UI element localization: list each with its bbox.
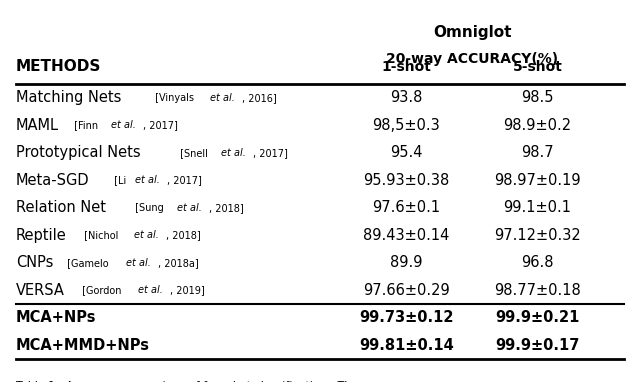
Text: , 2019]: , 2019] [170,285,205,295]
Text: 89.9: 89.9 [390,255,422,270]
Text: [Snell: [Snell [177,148,211,158]
Text: et al.: et al. [221,148,246,158]
Text: 98.7: 98.7 [522,145,554,160]
Text: 93.8: 93.8 [390,90,422,105]
Text: [Gamelo: [Gamelo [64,258,112,268]
Text: et al.: et al. [126,258,150,268]
Text: Prototypical Nets: Prototypical Nets [16,145,141,160]
Text: CNPs: CNPs [16,255,53,270]
Text: 99.73±0.12: 99.73±0.12 [359,310,454,325]
Text: MAML: MAML [16,118,59,133]
Text: Meta-SGD: Meta-SGD [16,173,90,188]
Text: , 2018]: , 2018] [166,230,200,240]
Text: 97.6±0.1: 97.6±0.1 [372,200,440,215]
Text: [Gordon: [Gordon [79,285,125,295]
Text: METHODS: METHODS [16,59,101,74]
Text: [Vinyals: [Vinyals [152,93,197,103]
Text: Matching Nets: Matching Nets [16,90,122,105]
Text: Relation Net: Relation Net [16,200,106,215]
Text: 98.97±0.19: 98.97±0.19 [494,173,581,188]
Text: 95.4: 95.4 [390,145,422,160]
Text: [Finn: [Finn [72,120,102,130]
Text: MCA+MMD+NPs: MCA+MMD+NPs [16,338,150,353]
Text: , 2018a]: , 2018a] [158,258,198,268]
Text: 1-shot: 1-shot [381,60,431,74]
Text: 89.43±0.14: 89.43±0.14 [364,228,449,243]
Text: 97.66±0.29: 97.66±0.29 [363,283,450,298]
Text: et al.: et al. [177,203,202,213]
Text: MCA+NPs: MCA+NPs [16,310,97,325]
Text: Table 1:  Accuracy comparison of few-shot classification.  The: Table 1: Accuracy comparison of few-shot… [16,381,358,382]
Text: et al.: et al. [134,175,159,185]
Text: 99.9±0.21: 99.9±0.21 [495,310,580,325]
Text: , 2018]: , 2018] [209,203,244,213]
Text: 99.81±0.14: 99.81±0.14 [359,338,454,353]
Text: [Nichol: [Nichol [81,230,122,240]
Text: 99.1±0.1: 99.1±0.1 [504,200,572,215]
Text: 98.5: 98.5 [522,90,554,105]
Text: 98,5±0.3: 98,5±0.3 [372,118,440,133]
Text: 96.8: 96.8 [522,255,554,270]
Text: Reptile: Reptile [16,228,67,243]
Text: et al.: et al. [138,285,163,295]
Text: [Li: [Li [111,175,129,185]
Text: et al.: et al. [210,93,235,103]
Text: VERSA: VERSA [16,283,65,298]
Text: 97.12±0.32: 97.12±0.32 [494,228,581,243]
Text: , 2017]: , 2017] [143,120,177,130]
Text: [Sung: [Sung [132,203,167,213]
Text: et al.: et al. [134,230,159,240]
Text: et al.: et al. [111,120,136,130]
Text: , 2017]: , 2017] [167,175,202,185]
Text: 95.93±0.38: 95.93±0.38 [364,173,449,188]
Text: 20-way ACCURACY(%): 20-way ACCURACY(%) [386,52,558,66]
Text: , 2017]: , 2017] [253,148,287,158]
Text: 5-shot: 5-shot [513,60,563,74]
Text: Omniglot: Omniglot [433,25,511,40]
Text: 98.9±0.2: 98.9±0.2 [504,118,572,133]
Text: 99.9±0.17: 99.9±0.17 [495,338,580,353]
Text: 98.77±0.18: 98.77±0.18 [494,283,581,298]
Text: , 2016]: , 2016] [243,93,277,103]
